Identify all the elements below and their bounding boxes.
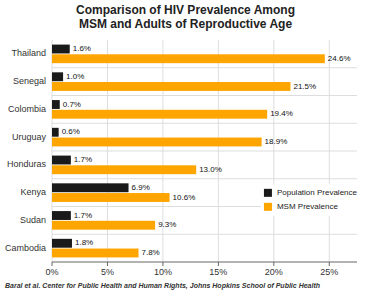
bar [52, 211, 71, 220]
bar [52, 128, 59, 137]
tick-label: 15% [209, 267, 227, 277]
category-label: Cambodia [5, 243, 46, 253]
legend-swatch [264, 203, 272, 211]
legend: Population Prevalence MSM Prevalence [261, 184, 360, 216]
data-label: 13.0% [199, 165, 222, 174]
group-separator [52, 67, 357, 68]
bar [52, 183, 129, 192]
group-separator [52, 95, 357, 96]
bar [52, 110, 267, 119]
bar [52, 45, 70, 54]
data-label: 1.6% [73, 44, 91, 53]
data-label: 9.3% [158, 220, 176, 229]
data-label: 19.4% [270, 109, 293, 118]
data-label: 10.6% [173, 193, 196, 202]
tick-label: 25% [320, 267, 338, 277]
tick-label: 0% [45, 267, 58, 277]
tick-mark [52, 262, 53, 266]
category-label: Kenya [20, 187, 46, 197]
category-label: Uruguay [12, 132, 47, 142]
data-label: 6.9% [132, 183, 150, 192]
tick-mark [162, 262, 163, 266]
data-label: 24.6% [328, 54, 351, 63]
data-labels: 1.6% 1.0% 0.7% 0.6% 1.7% 6.9% 1.7% 1.8% 24.6% 21.… [62, 44, 351, 257]
tick-label: 20% [265, 267, 283, 277]
x-axis-line [52, 262, 357, 263]
data-label: 18.9% [265, 137, 288, 146]
bar [52, 239, 72, 248]
annotation: Baral et al. Center for Public Health an… [5, 282, 320, 290]
bar [52, 221, 155, 230]
data-label: 1.8% [75, 238, 93, 247]
data-label: 1.0% [66, 72, 84, 81]
data-label: 0.6% [62, 127, 80, 136]
bar [52, 54, 325, 63]
data-label: 7.8% [142, 248, 160, 257]
bar [52, 249, 139, 258]
bar [52, 193, 170, 202]
legend-label: MSM Prevalence [277, 202, 338, 211]
bars [52, 45, 325, 258]
data-label: 1.7% [74, 155, 92, 164]
group-separator [52, 151, 357, 152]
chart: Comparison of HIV Prevalence AmongMSM an… [0, 0, 371, 292]
tick-mark [218, 262, 219, 266]
tick-mark [329, 262, 330, 266]
category-label: Senegal [13, 76, 46, 86]
data-label: 1.7% [74, 211, 92, 220]
legend-label: Population Prevalence [277, 188, 358, 197]
group-separator [52, 234, 357, 235]
grid [52, 40, 357, 262]
tick-label: 5% [101, 267, 114, 277]
category-label: Sudan [20, 215, 46, 225]
group-separator [52, 178, 357, 179]
category-label: Honduras [7, 159, 47, 169]
legend-swatch [264, 189, 272, 197]
bar [52, 138, 262, 147]
tick-mark [273, 262, 274, 266]
bar [52, 72, 63, 81]
bar [52, 100, 60, 109]
bar [52, 156, 71, 165]
legend-background [261, 184, 360, 216]
tick-mark [107, 262, 108, 266]
group-separator [52, 123, 357, 124]
tick-label: 10% [154, 267, 172, 277]
bar [52, 82, 290, 91]
bar [52, 165, 196, 174]
data-label: 0.7% [63, 100, 81, 109]
category-label: Thailand [11, 48, 46, 58]
data-label: 21.5% [293, 82, 316, 91]
category-label: Colombia [8, 104, 46, 114]
title: Comparison of HIV Prevalence AmongMSM an… [76, 3, 295, 31]
